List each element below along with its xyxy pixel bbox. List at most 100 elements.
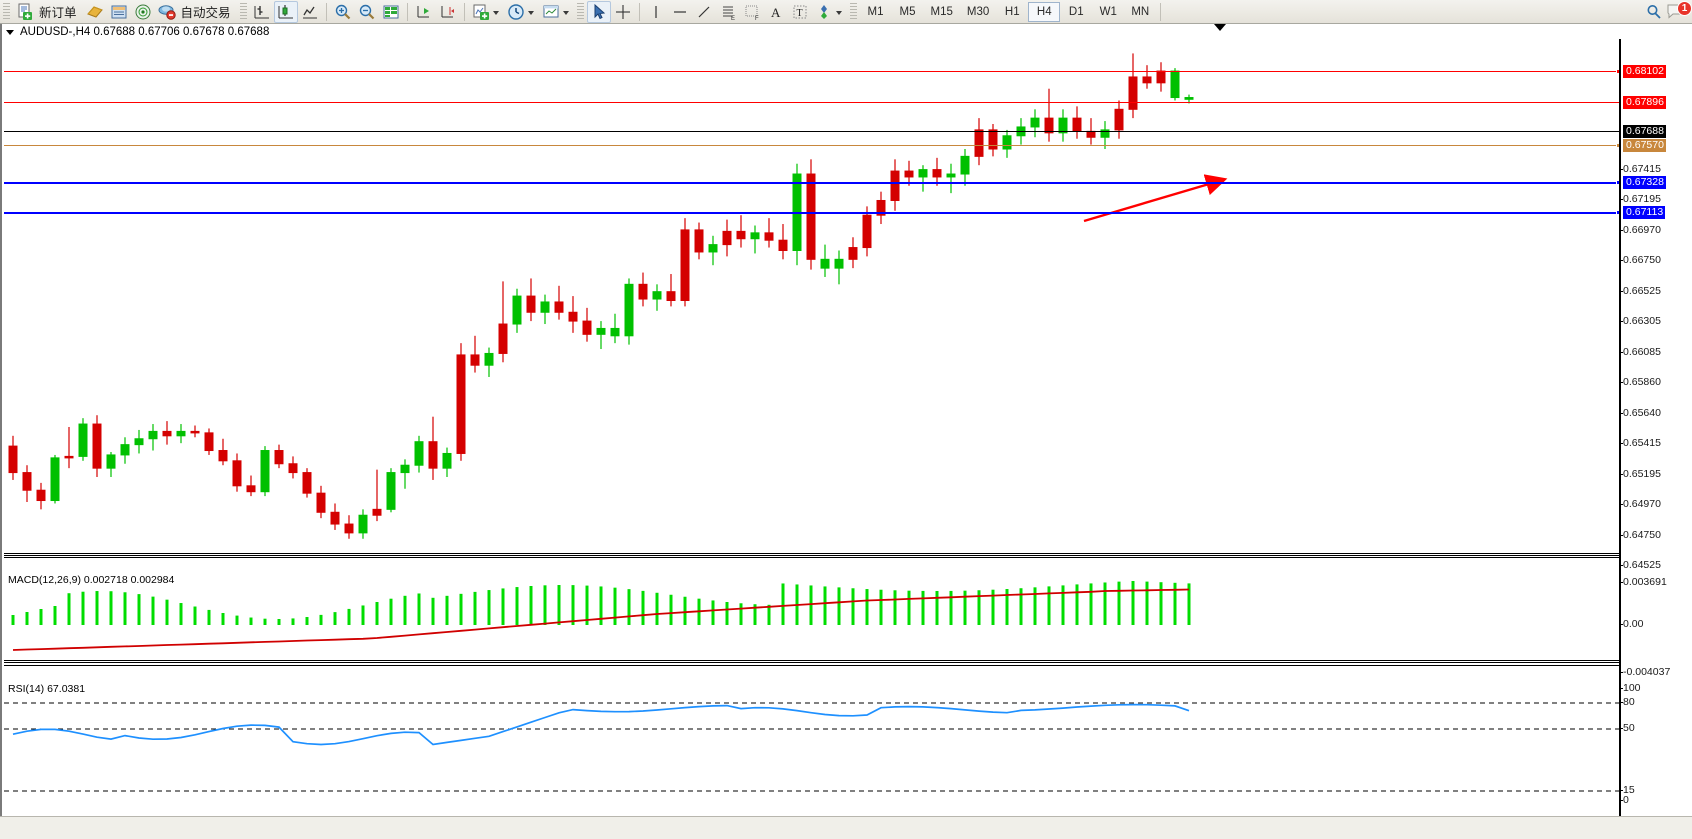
macd-series [11, 581, 1191, 651]
axis-tick [1620, 624, 1623, 625]
bar-chart-icon [254, 5, 269, 18]
price-axis-tick-label: 0.66085 [1623, 346, 1661, 358]
text-box-button[interactable]: T [788, 1, 812, 23]
autotrading-button[interactable]: 自动交易 [155, 1, 237, 23]
line-chart-icon [302, 6, 317, 18]
price-axis-tick-label: 0.66970 [1623, 224, 1661, 236]
candlestick-chart-button[interactable] [273, 0, 298, 23]
macd-pane[interactable] [4, 557, 1619, 662]
axis-tick [1620, 352, 1623, 353]
shapes-dropdown-caret[interactable] [835, 10, 842, 15]
price-line-0.67896[interactable] [4, 102, 1619, 103]
bid-line [4, 131, 1619, 132]
price-tag-0.67113[interactable]: 0.67113 [1623, 206, 1666, 219]
period-dropdown-caret[interactable] [527, 10, 534, 15]
price-tag-0.67328[interactable]: 0.67328 [1623, 176, 1666, 189]
toolbar-separator-5 [1160, 2, 1162, 21]
indicators-icon [473, 4, 489, 20]
price-axis-tick-label: 0.64750 [1623, 529, 1661, 541]
rsi-axis-tick-label: 15 [1623, 784, 1635, 796]
shapes-button[interactable] [812, 1, 847, 23]
equidistant-channel-button[interactable]: F [740, 1, 764, 23]
axis-tick [1620, 535, 1623, 536]
timeframe-h1[interactable]: H1 [1004, 5, 1020, 18]
auto-scroll-button[interactable] [412, 1, 436, 23]
timeframe-w1[interactable]: W1 [1099, 5, 1117, 18]
price-line-0.67113[interactable] [4, 210, 1621, 215]
bar-chart-button[interactable] [250, 1, 274, 23]
zoom-in-button[interactable] [331, 1, 355, 23]
rsi-pane[interactable] [4, 665, 1619, 817]
templates-dropdown-caret[interactable] [562, 10, 569, 15]
vertical-line-icon [654, 5, 657, 18]
rsi-axis-tick-label: 80 [1623, 696, 1635, 708]
navigator-button[interactable] [131, 1, 155, 23]
price-axis-tick-label: 0.67415 [1623, 163, 1661, 175]
cursor-icon [594, 3, 605, 19]
axis-tick [1620, 565, 1623, 566]
pane-divider-macd[interactable] [4, 553, 1619, 556]
axis-tick [1620, 474, 1623, 475]
axis-tick [1620, 800, 1623, 801]
timeframe-m30[interactable]: M30 [966, 5, 990, 18]
period-icon [507, 3, 524, 20]
cursor-button[interactable] [586, 0, 611, 23]
axis-tick [1620, 728, 1623, 729]
chart-type-grip[interactable] [239, 2, 247, 21]
trendline-button[interactable] [692, 1, 716, 23]
price-tag-0.67570[interactable]: 0.67570 [1623, 139, 1666, 152]
new-order-button[interactable]: 新订单 [13, 1, 83, 23]
zoom-out-button[interactable] [355, 1, 379, 23]
chart-collapse-icon[interactable] [6, 29, 14, 35]
vertical-line-button[interactable] [644, 1, 668, 23]
timeframe-m15[interactable]: M15 [930, 5, 953, 18]
indicators-button[interactable] [469, 1, 504, 23]
axis-tick [1620, 321, 1623, 322]
fibonacci-button[interactable]: E [716, 1, 740, 23]
templates-button[interactable] [539, 1, 574, 23]
indicators-dropdown-caret[interactable] [492, 10, 499, 15]
price-tag-0.67896[interactable]: 0.67896 [1623, 96, 1666, 109]
price-tag-0.68102[interactable]: 0.68102 [1623, 65, 1666, 78]
price-pane[interactable] [4, 39, 1619, 555]
text-label-icon: A [771, 5, 781, 20]
timeframe-h4[interactable]: H4 [1028, 1, 1061, 22]
period-button[interactable] [504, 1, 539, 23]
price-line-0.68102[interactable] [4, 69, 1621, 74]
timeframe-m1[interactable]: M1 [867, 5, 884, 18]
trend-arrow-annotation[interactable] [4, 39, 1619, 555]
market-watch-button[interactable] [379, 1, 403, 23]
chart-scroll-marker [1214, 24, 1226, 31]
price-axis-tick-label: 0.65195 [1623, 468, 1661, 480]
price-line-0.67328[interactable] [4, 180, 1621, 185]
price-axis-line [1619, 39, 1621, 817]
timeframe-grip[interactable] [849, 2, 857, 21]
timeframe-d1[interactable]: D1 [1068, 5, 1084, 18]
price-tag-0.67688[interactable]: 0.67688 [1623, 125, 1666, 138]
zoom-in-icon [335, 4, 350, 19]
chart-shift-button[interactable] [436, 1, 460, 23]
horizontal-line-button[interactable] [668, 1, 692, 23]
toolbar-grip[interactable] [3, 2, 10, 21]
auto-scroll-icon [417, 5, 429, 17]
expert-advisors-button[interactable] [83, 1, 107, 23]
axis-tick [1620, 291, 1623, 292]
search-icon [1647, 4, 1661, 19]
price-axis-labels[interactable]: 0.67415 0.67195 0.66970 0.66750 0.66525 0.663… [1620, 24, 1692, 839]
timeframe-m5[interactable]: M5 [899, 5, 916, 18]
data-window-button[interactable] [107, 1, 131, 23]
axis-tick [1620, 672, 1623, 673]
text-label-button[interactable]: A [764, 1, 788, 23]
chat-button[interactable]: 1 [1666, 0, 1692, 22]
search-button[interactable] [1642, 1, 1666, 23]
data-window-icon [111, 5, 127, 18]
new-order-icon [18, 3, 32, 20]
price-line-0.67570[interactable] [4, 143, 1621, 148]
pane-divider-rsi[interactable] [4, 660, 1619, 663]
crosshair-button[interactable] [611, 1, 635, 23]
drawing-tools-grip[interactable] [576, 2, 584, 21]
chart-window[interactable]: AUDUSD-,H4 0.67688 0.67706 0.67678 0.676… [0, 24, 1692, 839]
timeframe-mn[interactable]: MN [1131, 5, 1150, 18]
line-chart-button[interactable] [298, 1, 322, 23]
axis-tick [1620, 413, 1623, 414]
